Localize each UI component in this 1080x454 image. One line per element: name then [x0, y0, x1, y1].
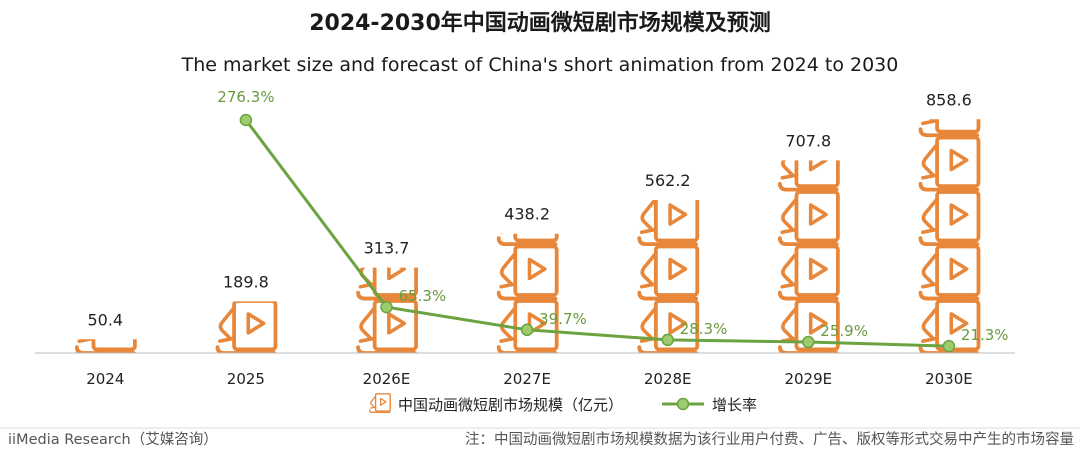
bar-2029E: [778, 160, 840, 353]
legend: 中国动画微短剧市场规模（亿元） 增长率: [369, 393, 757, 414]
x-tick-label: 2026E: [363, 370, 411, 388]
growth-rate-point: [239, 113, 253, 127]
growth-rate-point: [942, 339, 956, 353]
growth-rate-label: 21.3%: [961, 326, 1009, 344]
legend-bar-label: 中国动画微短剧市场规模（亿元）: [398, 396, 623, 414]
bar-value-label: 562.2: [645, 171, 691, 190]
legend-line-marker: [676, 397, 690, 411]
chart-subtitle: The market size and forecast of China's …: [181, 54, 899, 76]
growth-rate-labels: 276.3% 65.3% 39.7% 28.3% 25.9% 21.3%: [217, 88, 1008, 344]
x-axis-ticks: 2024 2025 2026E 2027E 2028E 2029E 2030E: [86, 370, 973, 388]
growth-rate-point: [380, 300, 393, 314]
bar-value-label: 313.7: [364, 239, 410, 258]
bar-value-labels: 50.4 189.8 313.7 438.2 562.2 707.8 858.6: [87, 90, 971, 329]
growth-rate-point: [661, 333, 674, 347]
growth-rate-point: [520, 323, 534, 337]
growth-rate-label: 65.3%: [399, 287, 447, 305]
growth-rate-label: 28.3%: [680, 320, 728, 338]
growth-rate-point: [802, 335, 815, 349]
legend-line-label: 增长率: [712, 396, 757, 414]
x-tick-label: 2027E: [503, 370, 551, 388]
growth-rate-label: 25.9%: [820, 322, 868, 340]
growth-rate-line: [244, 119, 949, 348]
bar-value-label: 858.6: [926, 90, 972, 109]
bar-2030E: [918, 119, 981, 353]
bar-value-label: 707.8: [785, 131, 831, 150]
footer-note: 注：中国动画微短剧市场规模数据为该行业用户付费、广告、版权等形式交易中产生的市场…: [465, 430, 1074, 448]
bar-value-label: 438.2: [504, 205, 550, 224]
growth-rate-series: [239, 113, 956, 353]
legend-bar-swatch: [369, 393, 391, 413]
x-tick-label: 2030E: [925, 370, 973, 388]
x-tick-label: 2024: [86, 370, 124, 388]
footer-source: iiMedia Research（艾媒咨询）: [8, 431, 218, 448]
x-tick-label: 2028E: [644, 370, 692, 388]
x-tick-label: 2029E: [784, 370, 832, 388]
bar-2025: [215, 301, 278, 353]
growth-rate-label: 39.7%: [539, 310, 587, 328]
chart-title: 2024-2030年中国动画微短剧市场规模及预测: [309, 10, 771, 36]
x-tick-label: 2025: [227, 370, 265, 388]
bar-value-label: 50.4: [87, 310, 123, 329]
bar-value-label: 189.8: [223, 272, 269, 291]
growth-rate-label: 276.3%: [217, 88, 274, 106]
